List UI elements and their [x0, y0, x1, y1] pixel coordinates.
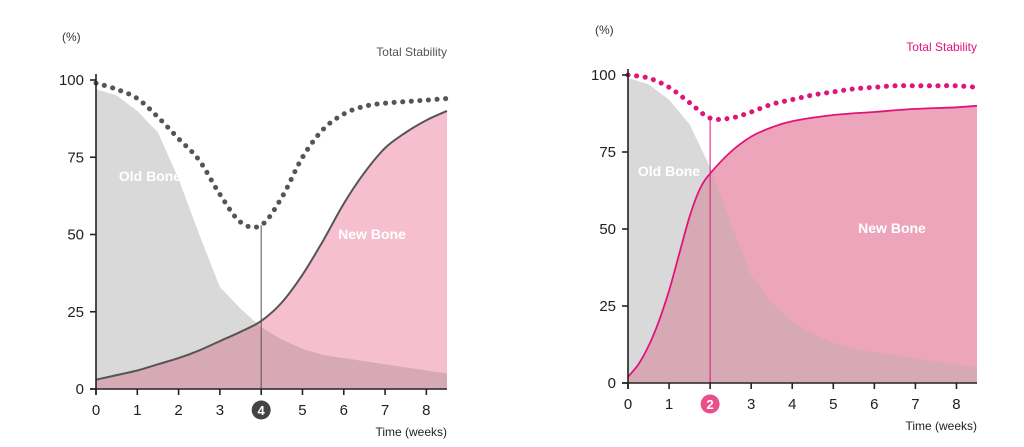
- x-axis-title: Time (weeks): [905, 419, 977, 433]
- overlap-area: [96, 323, 447, 389]
- marker-badge-label: 2: [707, 397, 714, 412]
- y-tick-label: 100: [59, 72, 84, 89]
- x-tick-label: 8: [422, 402, 430, 419]
- y-tick-label: 25: [67, 304, 84, 321]
- y-unit-label: (%): [595, 23, 614, 37]
- area-layers: [628, 78, 977, 383]
- x-tick-label: 7: [911, 396, 919, 413]
- new-bone-label: New Bone: [858, 220, 926, 236]
- x-tick-label: 1: [133, 402, 141, 419]
- y-tick-label: 50: [67, 227, 84, 244]
- y-unit-label: (%): [62, 30, 81, 44]
- right-chart: 0 25 50 75 100 0 1 2 3 4 5 6 7 8 (%) Total Stability Tim…: [591, 23, 980, 433]
- x-tick-label: 3: [747, 396, 755, 413]
- x-tick-label: 5: [829, 396, 837, 413]
- y-tick-label: 100: [591, 67, 616, 84]
- old-bone-area: [96, 89, 447, 389]
- x-tick-label: 6: [340, 402, 348, 419]
- marker-badge: [251, 400, 271, 420]
- x-axis-title: Time (weeks): [375, 425, 447, 439]
- old-bone-label: Old Bone: [638, 163, 700, 179]
- x-tick-label: 2: [174, 402, 182, 419]
- overlap-area: [628, 172, 977, 383]
- total-stability-label: Total Stability: [906, 40, 977, 54]
- new-bone-line: [627, 104, 978, 378]
- old-bone-label: Old Bone: [119, 168, 181, 184]
- new-bone-label: New Bone: [338, 226, 406, 242]
- x-tick-label: 8: [952, 396, 960, 413]
- y-tick-label: 0: [608, 375, 616, 392]
- y-tick-label: 0: [76, 381, 84, 398]
- x-tick-label: 3: [216, 402, 224, 419]
- y-tick-label: 75: [67, 149, 84, 166]
- x-tick-label: 4: [788, 396, 796, 413]
- x-tick-label: 5: [298, 402, 306, 419]
- total-stability-line: [625, 72, 980, 123]
- x-tick-label: 7: [381, 402, 389, 419]
- new-bone-line: [95, 109, 448, 381]
- y-tick-label: 75: [599, 144, 616, 161]
- y-tick-label: 50: [599, 221, 616, 238]
- x-tick-label: 6: [870, 396, 878, 413]
- x-tick-label: 0: [92, 402, 100, 419]
- x-tick-label: 0: [624, 396, 632, 413]
- marker-badge: [700, 394, 720, 414]
- marker-badge-label: 4: [258, 403, 266, 418]
- total-stability-label: Total Stability: [376, 45, 447, 59]
- total-stability-line: [93, 80, 450, 230]
- x-tick-label: 1: [665, 396, 673, 413]
- y-tick-label: 25: [599, 298, 616, 315]
- left-chart: 0 25 50 75 100 0 1 2 3 4 5 6 7 8 (%) Total Stability Tim…: [59, 30, 450, 439]
